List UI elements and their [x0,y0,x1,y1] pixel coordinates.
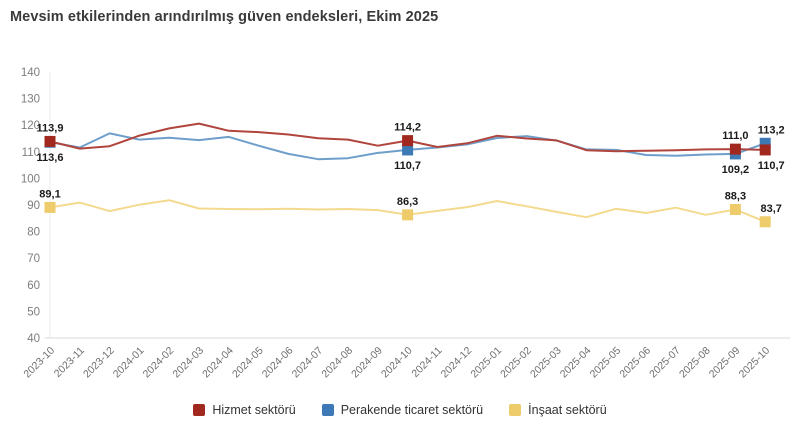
perakende-marker [402,144,414,156]
x-tick-label: 2023-10 [21,345,57,381]
hizmet-marker [759,144,771,156]
insaat-marker [729,204,741,216]
hizmet-data-label: 113,9 [37,122,64,134]
hizmet-marker [729,143,741,155]
x-tick-label: 2025-10 [737,345,773,381]
x-tick-label: 2025-03 [528,345,564,381]
series-markers-insaat: 89,1 86,3 88,3 83,7 [39,188,782,228]
insaat-data-label: 86,3 [397,196,418,208]
x-tick-label: 2024-07 [290,345,326,381]
x-tick-label: 2024-06 [260,345,296,381]
hizmet-marker [44,135,56,147]
hizmet-data-label: 110,7 [758,160,785,172]
insaat-swatch-icon [509,404,522,416]
x-tick-label: 2024-10 [379,345,415,381]
perakende-data-label: 113,2 [758,124,785,136]
y-tick-label: 80 [27,227,40,239]
x-tick-label: 2024-04 [200,345,236,381]
hizmet-marker [402,135,414,147]
legend-label-insaat: İnşaat sektörü [528,403,607,417]
x-tick-label: 2025-07 [647,345,683,381]
x-tick-label: 2025-01 [468,345,504,381]
legend-label-perakende: Perakende ticaret sektörü [340,403,484,417]
x-tick-label: 2024-12 [439,345,475,381]
perakende-swatch-icon [321,404,334,416]
x-tick-label: 2023-11 [52,345,87,380]
legend-label-hizmet: Hizmet sektörü [212,403,296,417]
x-tick-label: 2024-09 [349,345,385,381]
x-tick-label: 2025-06 [617,345,653,381]
x-tick-label: 2024-11 [409,345,444,380]
y-tick-label: 120 [21,120,40,132]
x-tick-label: 2024-08 [319,345,355,381]
y-axis-labels: 140 130 120 110 100 90 80 70 60 50 40 [21,67,40,345]
insaat-marker [402,209,414,221]
x-axis-labels: 2023-102023-112023-122024-012024-022024-… [21,345,772,381]
x-tick-label: 2025-04 [558,345,594,381]
y-tick-label: 50 [27,306,40,318]
perakende-data-label: 109,2 [722,164,750,176]
legend-item-hizmet[interactable]: Hizmet sektörü [193,403,296,417]
legend-item-insaat[interactable]: İnşaat sektörü [509,403,607,417]
x-tick-label: 2025-05 [588,345,624,381]
perakende-data-label: 113,6 [37,152,64,164]
x-tick-label: 2024-02 [141,345,177,381]
insaat-data-label: 89,1 [39,188,60,200]
y-tick-label: 60 [27,280,40,292]
page-title: Mevsim etkilerinden arındırılmış güven e… [10,9,439,25]
x-tick-label: 2025-02 [498,345,534,381]
hizmet-data-label: 111,0 [722,130,748,142]
y-tick-label: 40 [27,333,40,345]
x-tick-label: 2024-01 [111,345,147,381]
x-tick-label: 2025-09 [707,345,743,381]
y-tick-label: 70 [27,253,40,265]
y-tick-label: 130 [21,94,40,106]
x-tick-label: 2024-05 [230,345,266,381]
y-tick-label: 140 [21,67,40,79]
insaat-data-label: 88,3 [725,191,746,203]
y-tick-label: 110 [22,147,40,159]
hizmet-swatch-icon [193,404,206,416]
series-markers-hizmet: 113,9 114,2 111,0 110,7 [37,122,785,172]
insaat-data-label: 83,7 [760,203,781,215]
hizmet-data-label: 114,2 [394,122,421,134]
y-tick-label: 100 [21,173,40,185]
x-tick-label: 2024-03 [170,345,206,381]
chart-legend: Hizmet sektörü Perakende ticaret sektörü… [0,403,800,417]
legend-item-perakende[interactable]: Perakende ticaret sektörü [321,403,484,417]
x-tick-label: 2023-12 [81,345,117,381]
perakende-data-label: 110,7 [394,160,421,172]
insaat-marker [759,216,771,228]
perakende-marker [759,137,771,149]
y-tick-label: 90 [27,200,40,212]
insaat-marker [44,201,56,213]
x-tick-label: 2025-08 [677,345,713,381]
